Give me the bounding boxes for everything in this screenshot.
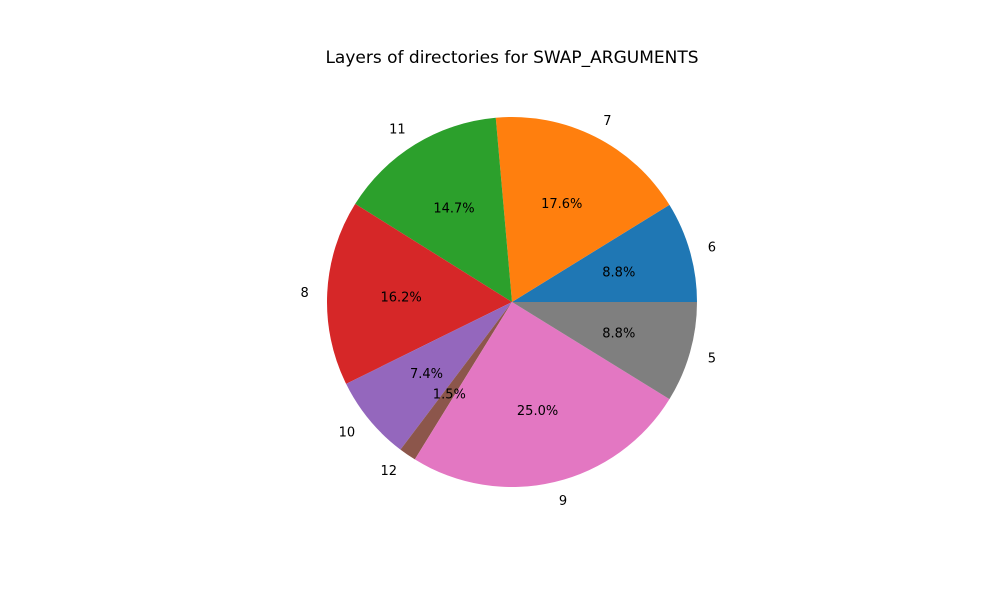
pie-slice-7: [495, 117, 670, 302]
slice-label-11: 11: [389, 122, 406, 137]
slice-pct-label-7: 17.6%: [541, 197, 582, 212]
slice-label-5: 5: [708, 352, 716, 367]
pie-slice-8: [327, 203, 512, 384]
pie-slice-12: [400, 302, 512, 460]
slice-label-7: 7: [603, 114, 611, 129]
slice-pct-label-10: 7.4%: [410, 367, 443, 382]
slice-label-6: 6: [708, 240, 716, 255]
slice-pct-label-6: 8.8%: [602, 266, 635, 281]
slice-label-8: 8: [300, 286, 308, 301]
pie-slice-10: [346, 302, 512, 450]
slice-label-12: 12: [381, 464, 398, 479]
slice-label-9: 9: [559, 494, 567, 509]
slice-pct-label-8: 16.2%: [380, 290, 421, 305]
chart-title: Layers of directories for SWAP_ARGUMENTS: [325, 48, 698, 68]
pie-slice-11: [355, 117, 512, 302]
slice-label-10: 10: [339, 426, 356, 441]
slice-pct-label-5: 8.8%: [602, 326, 635, 341]
slice-pct-label-11: 14.7%: [433, 201, 474, 216]
pie-labels: 6 8.8% 7 17.6% 11 14.7% 8 16.2% 10 7.4% 12 1.5% 9 25.…: [300, 114, 716, 509]
pie-slices: [327, 117, 697, 487]
pie-slice-9: [414, 302, 670, 487]
slice-pct-label-12: 1.5%: [433, 388, 466, 403]
slice-pct-label-9: 25.0%: [517, 404, 558, 419]
pie-slice-5: [512, 302, 697, 400]
pie-slice-6: [512, 204, 697, 302]
